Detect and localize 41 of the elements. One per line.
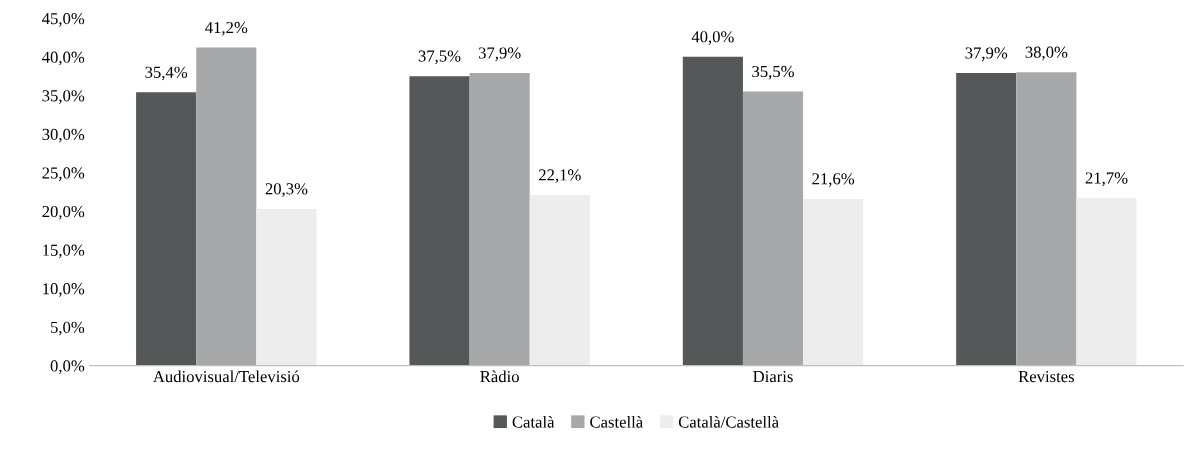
data-label: 41,2% bbox=[205, 21, 248, 36]
bar bbox=[742, 91, 804, 366]
y-tick-label: 35,0% bbox=[42, 90, 85, 104]
data-label: 35,4% bbox=[145, 66, 188, 81]
bar bbox=[529, 195, 590, 366]
legend-label: Català/Castellà bbox=[678, 415, 779, 428]
y-tick-label: 10,0% bbox=[43, 283, 85, 297]
x-tick-label: Diaris bbox=[753, 370, 793, 383]
y-tick-label: 40,0% bbox=[42, 51, 85, 66]
x-tick-label: Revistes bbox=[1018, 370, 1075, 383]
x-tick-label: Ràdio bbox=[480, 370, 519, 383]
data-label: 37,9% bbox=[965, 47, 1008, 61]
y-tick-label: 25,0% bbox=[42, 167, 85, 181]
y-tick-label: 5,0% bbox=[51, 321, 85, 336]
bar bbox=[956, 73, 1017, 366]
bar bbox=[196, 47, 257, 366]
bar bbox=[1016, 72, 1077, 366]
legend-label: Català bbox=[512, 415, 555, 428]
legend-label: Castellà bbox=[590, 415, 643, 428]
bar bbox=[1076, 198, 1137, 366]
y-tick-label: 0,0% bbox=[50, 360, 85, 374]
data-label: 20,3% bbox=[265, 183, 308, 197]
data-label: 37,5% bbox=[418, 50, 461, 65]
data-label: 35,5% bbox=[752, 65, 794, 80]
data-label: 38,0% bbox=[1025, 46, 1068, 61]
bar bbox=[136, 92, 197, 366]
data-label: 21,7% bbox=[1085, 172, 1128, 187]
y-tick-label: 20,0% bbox=[42, 205, 85, 220]
bar bbox=[682, 56, 743, 366]
data-label: 37,9% bbox=[478, 47, 521, 61]
bar bbox=[256, 208, 317, 366]
y-tick-label: 30,0% bbox=[42, 128, 85, 143]
bar bbox=[409, 76, 470, 366]
bar bbox=[803, 198, 864, 366]
data-label: 40,0% bbox=[691, 31, 734, 45]
data-label: 22,1% bbox=[539, 169, 581, 183]
x-tick-label: Audiovisual/Televisió bbox=[152, 370, 300, 383]
data-label: 21,6% bbox=[812, 173, 855, 187]
y-tick-label: 45,0% bbox=[42, 12, 85, 27]
bar bbox=[469, 73, 530, 366]
y-tick-label: 15,0% bbox=[43, 244, 85, 259]
